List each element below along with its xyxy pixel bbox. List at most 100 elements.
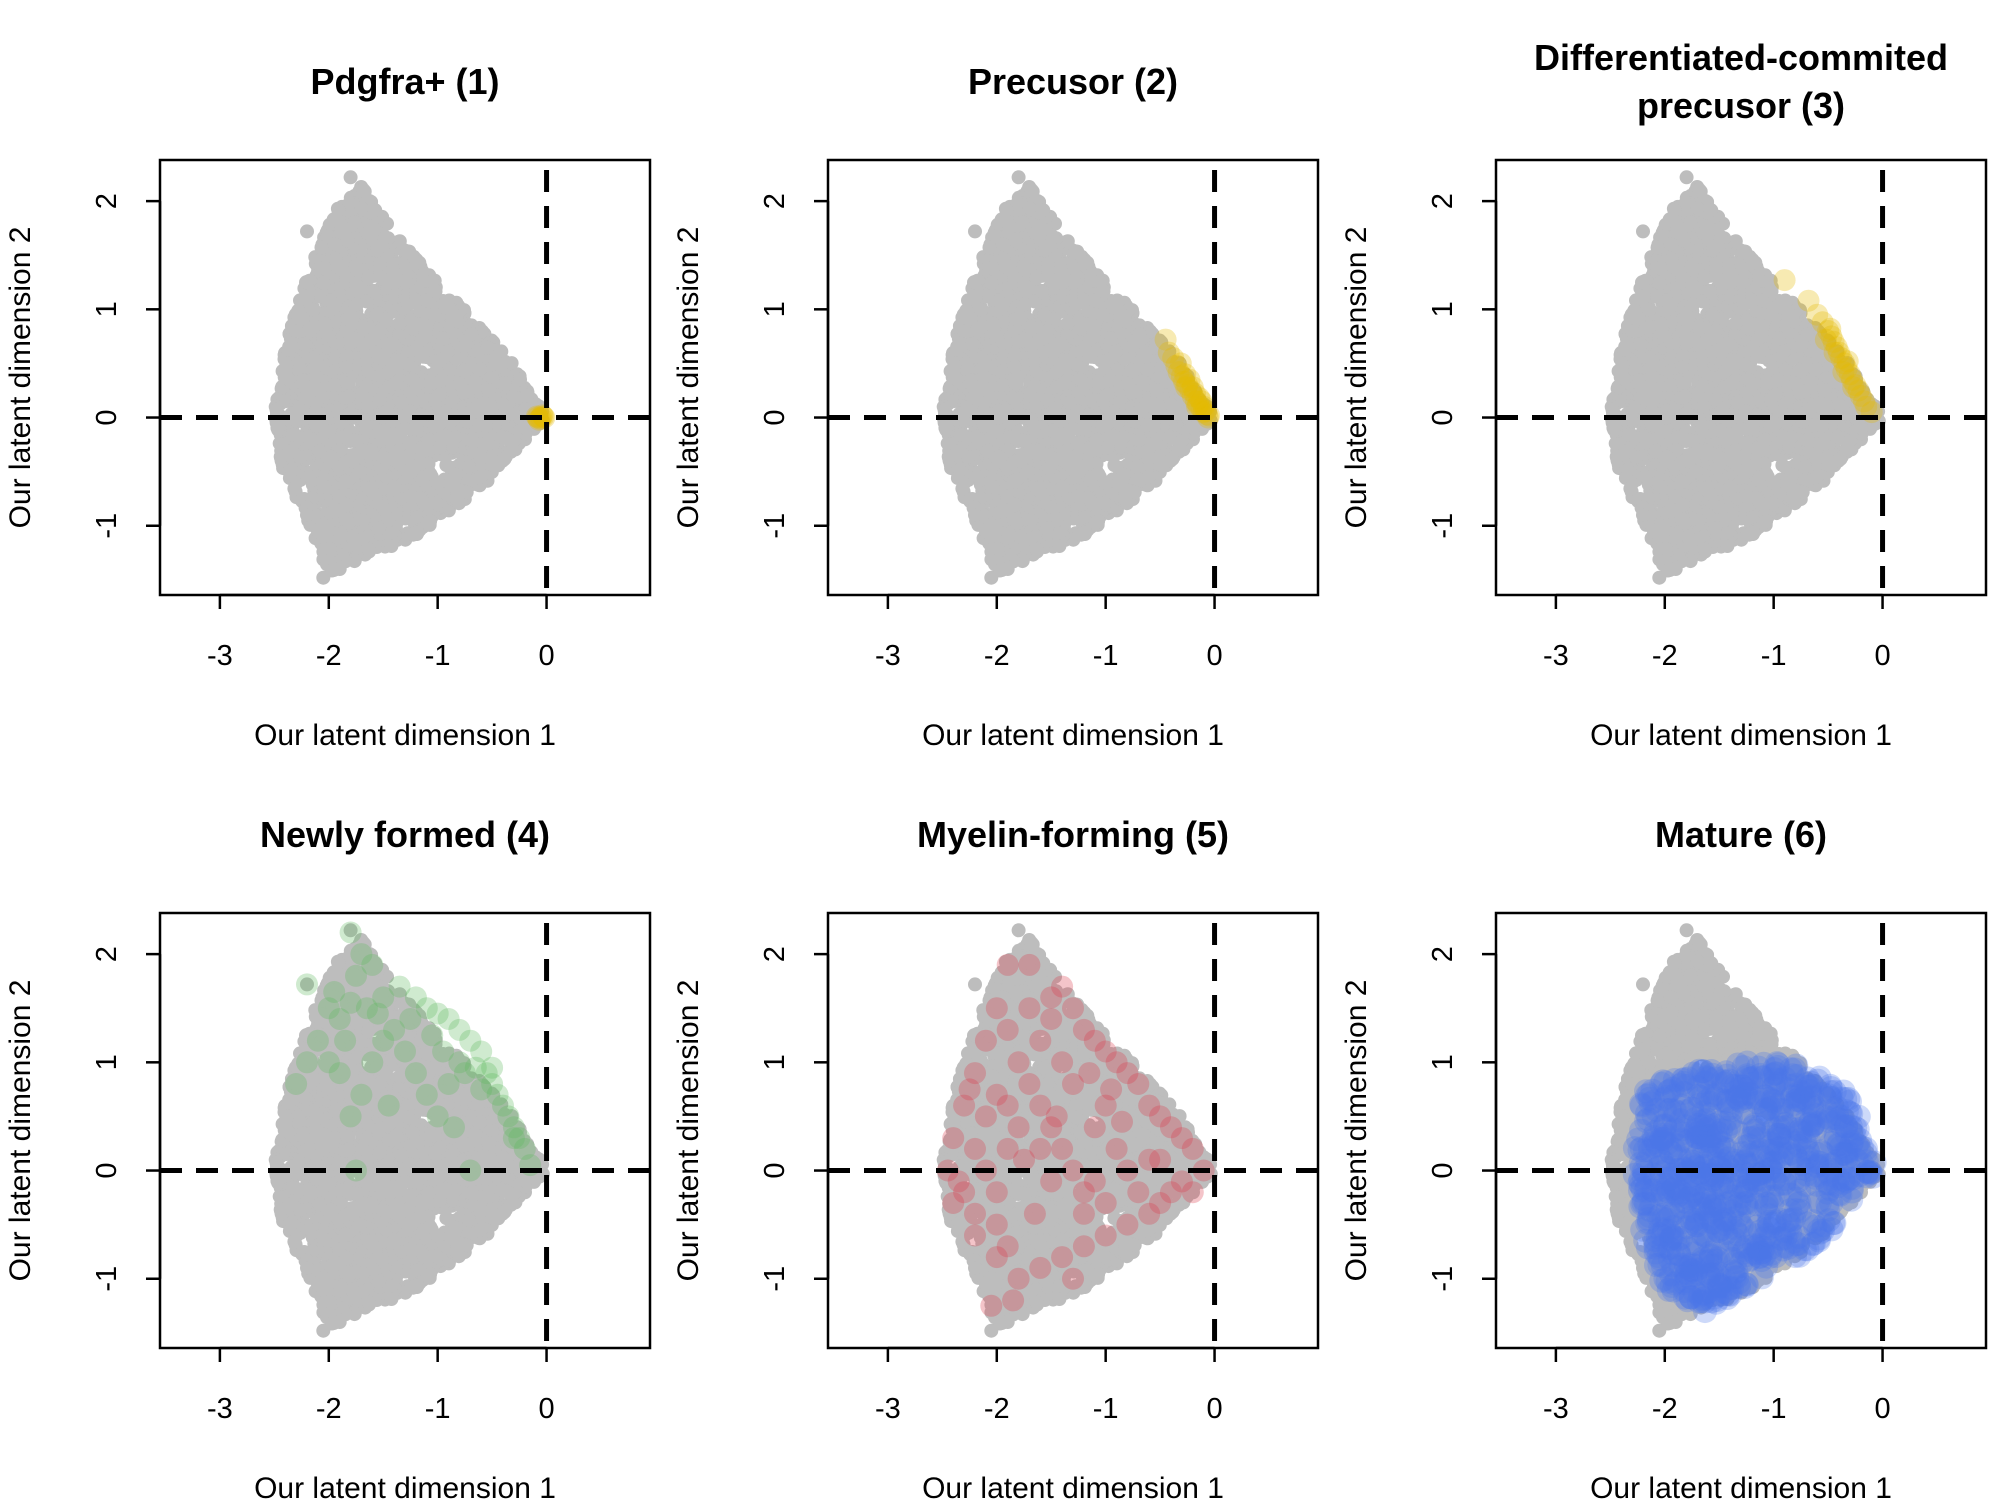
background-point: [421, 432, 436, 447]
background-point: [271, 420, 286, 435]
background-point: [448, 430, 463, 445]
background-point: [401, 448, 416, 463]
background-point: [965, 337, 980, 352]
background-point: [377, 354, 392, 369]
background-point: [426, 307, 441, 322]
background-point: [1161, 429, 1176, 444]
background-point: [280, 447, 295, 462]
background-point: [374, 461, 389, 476]
background-cells: [268, 170, 550, 585]
x-axis-label: Our latent dimension 1: [254, 719, 556, 752]
background-point: [1061, 492, 1076, 506]
background-point: [423, 514, 438, 529]
background-point: [377, 423, 392, 438]
panel-title: Precusor (2): [968, 61, 1178, 102]
background-point: [456, 364, 471, 379]
background-point: [372, 323, 387, 338]
background-point: [327, 237, 342, 252]
background-point: [519, 388, 534, 403]
background-point: [397, 421, 412, 436]
background-point: [316, 529, 331, 543]
background-point: [300, 224, 314, 239]
background-point: [316, 275, 331, 290]
background-point: [1165, 376, 1180, 391]
background-point: [991, 541, 1006, 556]
background-point: [342, 334, 357, 349]
x-tick-label: -3: [207, 640, 233, 672]
background-point: [965, 290, 980, 305]
background-point: [505, 389, 520, 404]
background-point: [504, 356, 519, 371]
background-point: [1117, 492, 1132, 507]
background-point: [1126, 338, 1141, 353]
background-point: [342, 196, 357, 211]
background-point: [392, 316, 407, 331]
background-point: [399, 275, 414, 290]
background-point: [967, 275, 982, 289]
background-point: [464, 327, 479, 342]
highlight-point: [531, 404, 554, 427]
x-axis: -3 -2 -1 0: [207, 593, 555, 672]
background-point: [397, 260, 412, 275]
background-point: [518, 421, 533, 436]
background-point: [394, 395, 409, 410]
background-point: [387, 276, 401, 291]
background-point: [406, 372, 421, 387]
background-point: [1124, 364, 1139, 379]
background-point: [287, 481, 302, 496]
background-point: [1172, 356, 1187, 371]
background-point: [342, 515, 356, 530]
background-point: [1040, 323, 1055, 338]
background-point: [282, 339, 297, 354]
background-point: [288, 407, 303, 422]
background-point: [458, 338, 473, 353]
background-point: [333, 218, 348, 232]
background-point: [1038, 367, 1053, 382]
background-point: [355, 320, 370, 334]
background-point: [1078, 525, 1093, 540]
background-point: [1008, 349, 1023, 364]
background-point: [950, 471, 965, 486]
background-point: [356, 182, 371, 197]
background-point: [348, 259, 363, 274]
background-point: [370, 367, 385, 382]
background-point: [429, 496, 444, 511]
background-point: [334, 263, 349, 278]
background-point: [360, 399, 375, 414]
background-point: [1031, 332, 1046, 347]
background-point: [443, 476, 458, 491]
background-point: [347, 433, 362, 448]
background-point: [1045, 354, 1060, 369]
background-point: [312, 444, 327, 459]
background-point: [306, 319, 321, 334]
background-point: [381, 364, 396, 379]
background-point: [306, 302, 321, 317]
background-point: [980, 444, 995, 459]
background-point: [445, 304, 460, 319]
background-point: [1010, 196, 1025, 211]
background-point: [282, 471, 297, 486]
panel-title: Pdgfra+ (1): [310, 61, 499, 102]
background-point: [505, 435, 520, 450]
background-point: [479, 419, 494, 434]
background-point: [306, 360, 321, 375]
background-point: [493, 429, 508, 444]
background-point: [368, 345, 383, 360]
background-point: [432, 387, 447, 402]
background-point: [1080, 255, 1095, 270]
background-point: [1065, 260, 1080, 275]
background-point: [414, 332, 429, 347]
background-point: [400, 244, 414, 259]
background-point: [384, 526, 399, 540]
background-point: [1010, 334, 1025, 349]
background-point: [374, 238, 389, 253]
background-point: [328, 377, 343, 392]
background-point: [950, 339, 965, 354]
background-point: [999, 203, 1014, 218]
background-cells: [936, 170, 1218, 585]
background-point: [1029, 542, 1044, 557]
background-point: [404, 460, 419, 475]
